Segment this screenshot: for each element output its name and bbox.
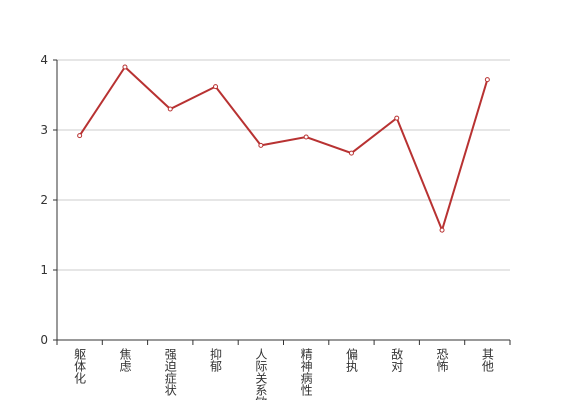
x-tick-label: 精神病性 (299, 348, 313, 397)
point (484, 77, 490, 83)
x-tick-label: 敌对 (390, 347, 404, 372)
x-tick-label: 躯体化 (73, 347, 87, 385)
line (78, 65, 489, 234)
y-tick-label: 0 (40, 333, 48, 347)
point (213, 84, 219, 90)
x-tick-label: 抑郁 (209, 347, 223, 373)
y-tick-label: 2 (40, 193, 48, 207)
point (303, 134, 309, 140)
point (348, 150, 354, 156)
point (167, 106, 173, 112)
x-tick-label: 偏执 (344, 347, 358, 373)
x-tick-label: 强迫症状 (163, 348, 177, 396)
x-tick-label: 恐怖 (435, 348, 449, 372)
y-tick-label: 4 (40, 53, 48, 67)
point (77, 133, 83, 139)
y-tick-label: 3 (40, 123, 48, 137)
point (258, 142, 264, 148)
x-tick-label: 其他 (480, 348, 494, 372)
point (439, 227, 445, 233)
y-tick-label: 1 (40, 263, 48, 277)
x-tick-label: 焦虑 (118, 348, 132, 372)
point (122, 64, 128, 70)
x-tick-label: 人际关系敏感 (254, 348, 268, 400)
point (394, 115, 400, 121)
